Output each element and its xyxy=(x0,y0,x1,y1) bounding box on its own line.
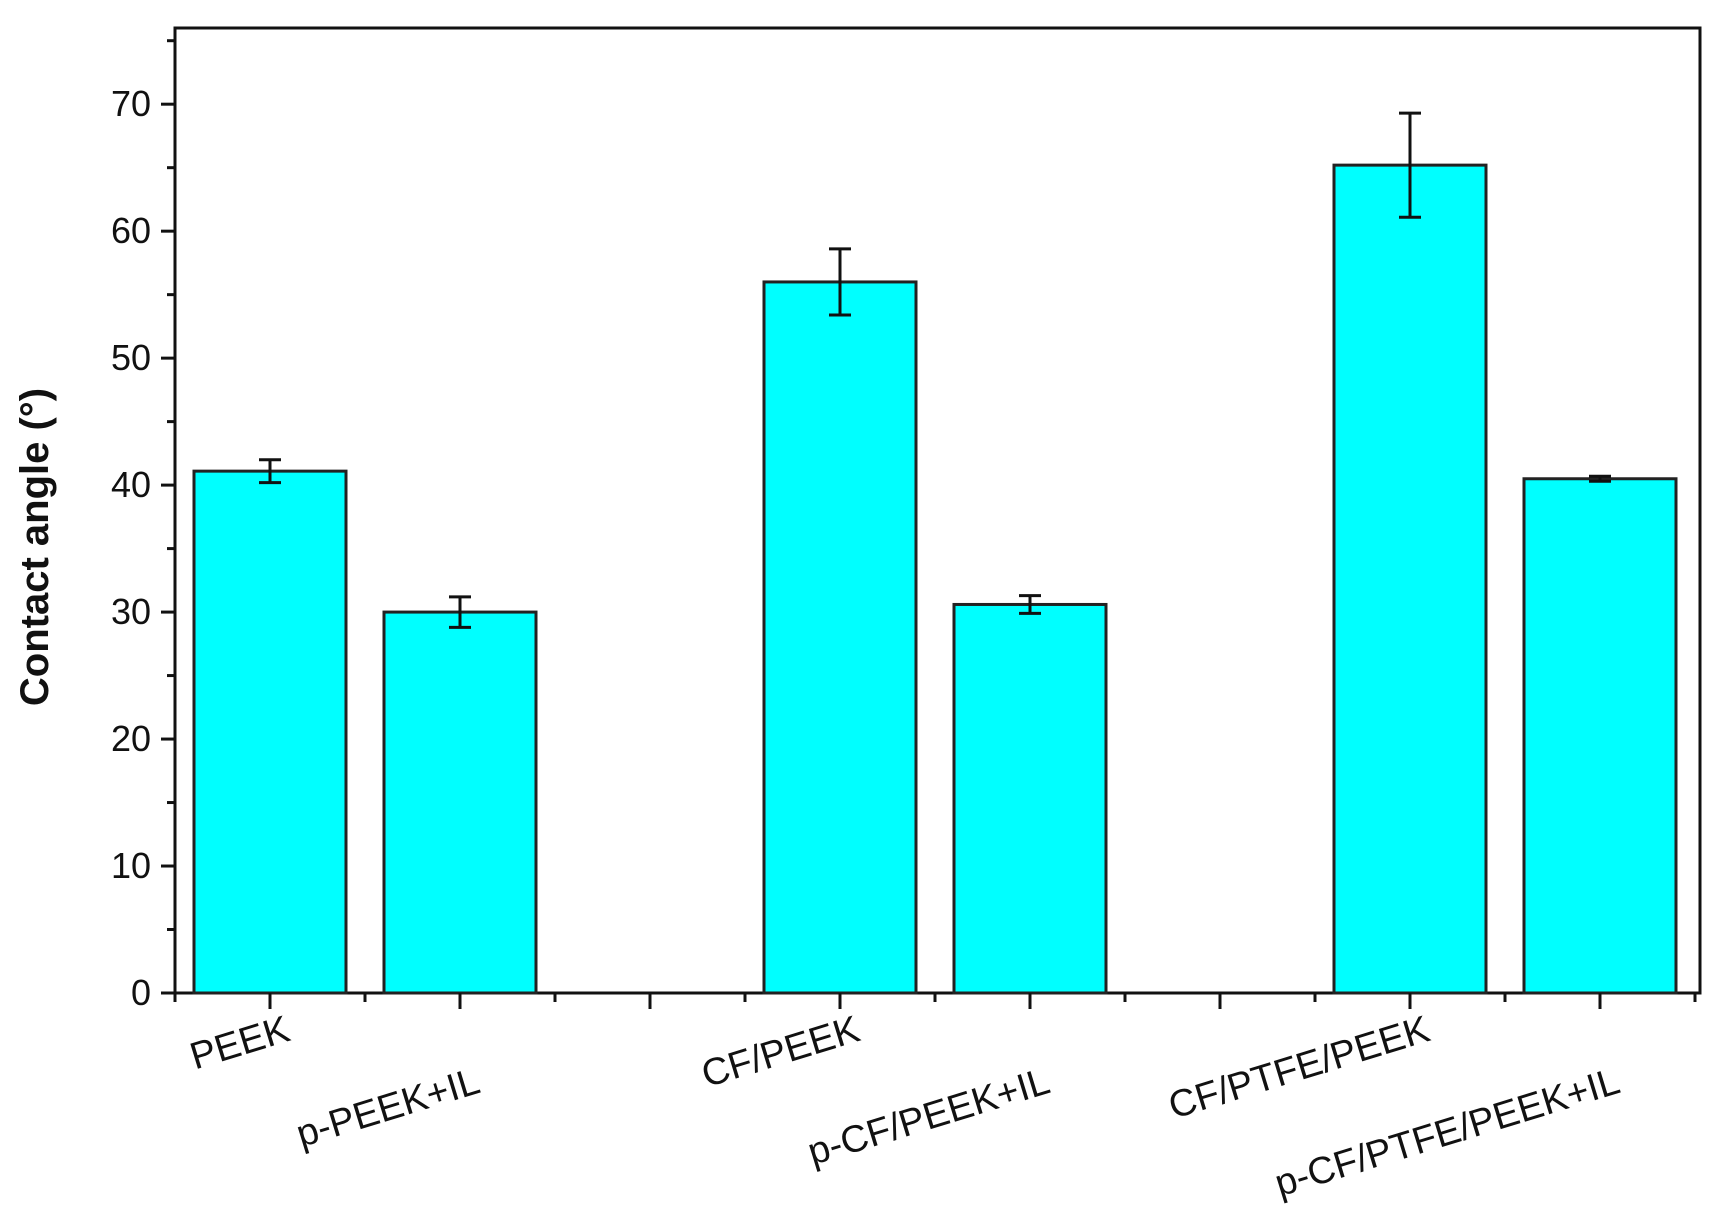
bar xyxy=(762,280,918,995)
x-category-label: CF/PTFE/PEEK xyxy=(1164,1008,1435,1127)
y-tick-label: 70 xyxy=(111,83,151,124)
x-category-label: PEEK xyxy=(185,1008,294,1078)
y-tick-label: 10 xyxy=(111,845,151,886)
bar xyxy=(382,610,538,995)
x-category-label: p-PEEK+IL xyxy=(292,1060,485,1155)
y-tick-label: 40 xyxy=(111,464,151,505)
y-tick-label: 30 xyxy=(111,591,151,632)
y-tick-label: 0 xyxy=(131,972,151,1013)
y-axis: 0 10 20 30 40 50 60 70 xyxy=(111,39,175,1013)
y-tick-label: 60 xyxy=(111,210,151,251)
y-axis-label: Contact angle (°) xyxy=(13,388,57,706)
bar xyxy=(952,602,1108,995)
x-category-label: p-CF/PEEK+IL xyxy=(803,1060,1055,1173)
x-category-label: CF/PEEK xyxy=(697,1008,865,1096)
error-bars-group xyxy=(259,111,1611,629)
plot-frame xyxy=(173,26,1702,995)
y-tick-label: 50 xyxy=(111,337,151,378)
bar xyxy=(1522,477,1678,995)
y-tick-label: 20 xyxy=(111,718,151,759)
plot-frame-group xyxy=(173,26,1702,995)
bar xyxy=(1332,163,1488,995)
bars-group xyxy=(192,163,1678,995)
bar xyxy=(192,469,348,995)
